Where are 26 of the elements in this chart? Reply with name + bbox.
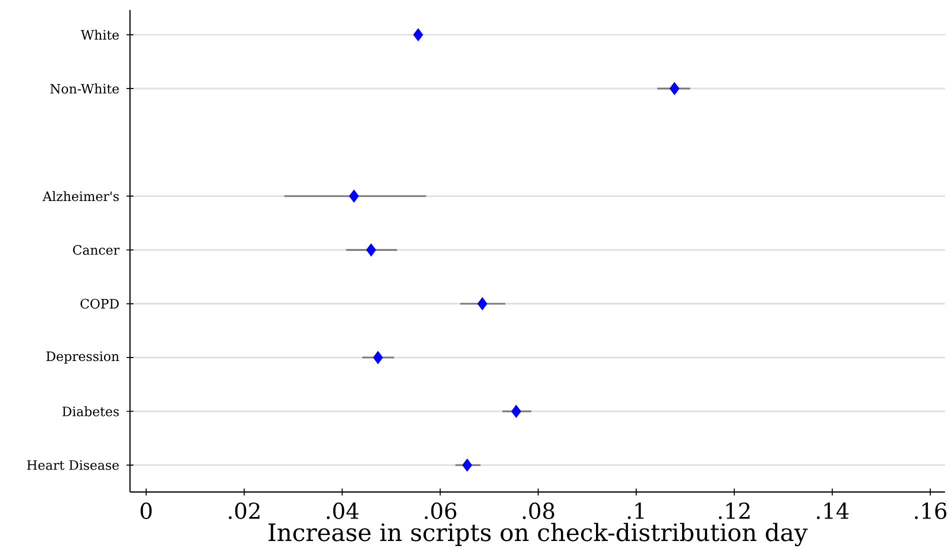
point (670, 82, 680, 95)
x-tick-label: .16 (914, 502, 946, 520)
y-tick-label: Cancer (73, 245, 120, 255)
x-tick-label: .14 (816, 502, 849, 520)
x-tick-label: .1 (628, 502, 644, 520)
y-tick-label: Alzheimer's (42, 191, 119, 202)
x-tick-label: .12 (718, 502, 750, 520)
x-tick-label: .06 (424, 502, 456, 520)
x-tick-label: .08 (522, 502, 554, 520)
y-tick-label: Diabetes (62, 406, 119, 416)
point (462, 458, 472, 472)
y-tick-label: Heart Disease (27, 460, 119, 470)
y-tick-label: White (80, 30, 119, 40)
point (366, 244, 376, 256)
x-axis-title: Increase in scripts on check-distribution day (268, 522, 808, 546)
y-tick-label: COPD (80, 298, 119, 309)
y-tick-label: Depression (46, 351, 120, 364)
point (373, 351, 383, 364)
point (413, 28, 424, 42)
y-tick-label: Non-White (50, 84, 119, 94)
point (477, 297, 488, 310)
x-tick-label: .02 (228, 502, 260, 520)
point (349, 190, 359, 203)
x-tick-label: 0 (140, 502, 152, 520)
x-tick-label: .04 (326, 502, 359, 520)
point (511, 404, 522, 418)
